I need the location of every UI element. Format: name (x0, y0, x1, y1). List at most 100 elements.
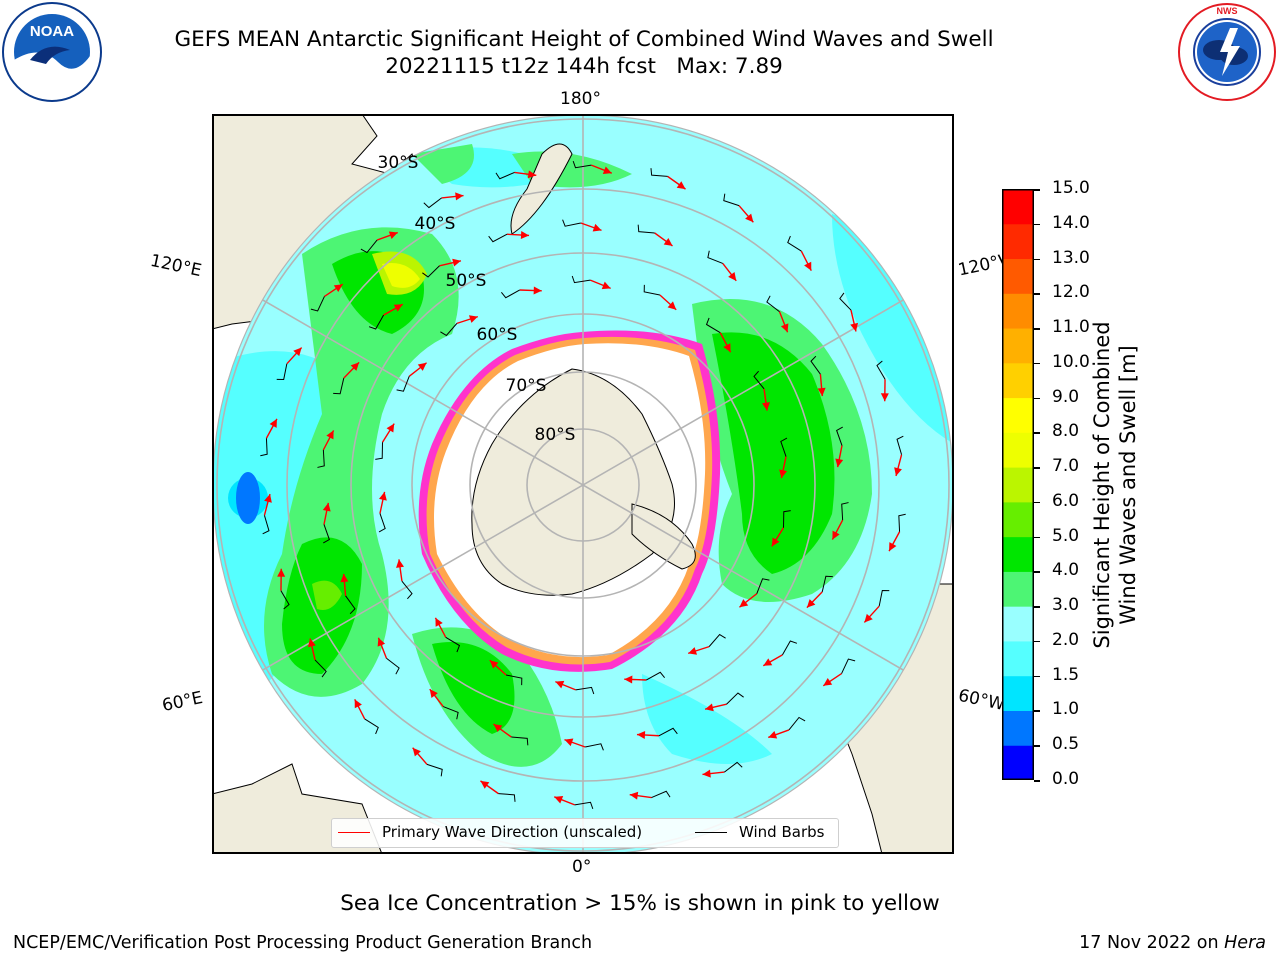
wind-barb (440, 323, 458, 337)
land-antarctic-peninsula (631, 503, 696, 570)
wind-barb (841, 658, 856, 674)
footer-host: Hera (1224, 933, 1266, 953)
wave-arrow-head (804, 261, 812, 271)
colorbar-tick-mark (1034, 571, 1040, 573)
lon-label-0: 0° (572, 857, 592, 877)
colorbar-tick-label: 3.0 (1052, 595, 1080, 616)
wind-barb (488, 233, 508, 243)
wave-arrow-head (702, 769, 711, 778)
wave-arrow-head (333, 284, 343, 292)
wind-barb (651, 790, 671, 799)
wave-arrow-head (429, 689, 438, 698)
wave-arrow-head (705, 703, 714, 712)
wind-barb (787, 235, 802, 252)
svg-text:NWS: NWS (1217, 6, 1238, 16)
wave-arrow-head (763, 658, 773, 666)
colorbar-band (1002, 293, 1034, 329)
land-antarctica (471, 368, 675, 596)
colorbar-tick-label: 5.0 (1052, 525, 1080, 546)
lon-label-120e: 120°E (148, 250, 204, 282)
wave-arrow-head (489, 660, 499, 669)
footer-date-text: 17 Nov 2022 on (1079, 933, 1225, 953)
wind-barb (841, 502, 849, 521)
colorbar-tick-label: 15.0 (1052, 178, 1090, 198)
wave-arrow-head (806, 599, 816, 608)
colorbar-band (1002, 571, 1034, 607)
colorbar-tick-label: 0.5 (1052, 734, 1080, 755)
wind-barb (810, 355, 821, 375)
colorbar-tick-mark (1034, 467, 1040, 469)
wave-arrow-head (468, 315, 478, 323)
colorbar-tick-mark (1034, 710, 1040, 712)
wave-arrow-head (386, 423, 395, 433)
wave-arrow-head (340, 573, 349, 583)
wind-barb (821, 575, 833, 592)
wind-barb (585, 743, 604, 751)
colorbar-tick-mark (1034, 397, 1040, 400)
wind-barb (782, 640, 798, 656)
wind-barb (368, 314, 384, 330)
noaa-logo-text: NOAA (30, 23, 74, 40)
wind-barb (262, 515, 270, 535)
colorbar-band (1002, 640, 1034, 677)
wave-arrow-head (269, 418, 277, 428)
lat-label-80s: 80°S (535, 425, 576, 445)
sea-ice-note: Sea Ice Concentration > 15% is shown in … (340, 891, 940, 916)
lon-label-60w: 60°W (956, 685, 1004, 715)
colorbar-tick-label: 10.0 (1052, 351, 1090, 372)
wind-barb (345, 595, 356, 615)
wind-barb (658, 727, 678, 737)
wave-arrow-head (293, 347, 302, 357)
wind-barb (506, 674, 523, 686)
wave-arrow-head (636, 730, 646, 739)
colorbar-band (1002, 328, 1034, 364)
wind-barb (511, 736, 529, 746)
wave-arrow-head (322, 502, 331, 512)
wave-arrow-head (894, 467, 902, 476)
wave-arrow-head (277, 568, 286, 577)
wave-arrow-head (527, 170, 537, 179)
colorbar-tick-label: 4.0 (1052, 560, 1080, 581)
wave-arrow-head (354, 699, 362, 709)
wave-arrow-head (835, 458, 844, 468)
noaa-logo: NOAA (2, 2, 102, 102)
wave-arrow-head (396, 559, 404, 568)
colorbar-tick-label: 1.0 (1052, 699, 1080, 720)
wave-arrow-head (493, 724, 503, 733)
colorbar-tick-label: 6.0 (1052, 490, 1080, 511)
wave-arrow-head (676, 181, 686, 190)
lat-label-60s: 60°S (477, 325, 518, 345)
wind-barb (276, 363, 288, 381)
legend-wave-line (338, 832, 370, 833)
wave-arrow-head (601, 281, 611, 290)
wave-arrow-head (624, 675, 633, 684)
colorbar-tick-label: 8.0 (1052, 421, 1080, 442)
wind-barb (839, 292, 852, 311)
colorbar-band (1002, 536, 1034, 572)
colorbar-tick-label: 12.0 (1052, 282, 1090, 303)
wind-barb (782, 510, 791, 528)
wave-arrow-head (555, 680, 565, 689)
colorbar-tick-mark (1034, 189, 1040, 191)
wind-barb (333, 378, 345, 395)
colorbar-tick-label: 1.5 (1052, 664, 1080, 685)
footer-date: 17 Nov 2022 on Hera (1079, 933, 1266, 953)
colorbar-band (1002, 745, 1034, 780)
wave-arrow-head (377, 637, 386, 647)
colorbar-tick-mark (1034, 536, 1040, 539)
wind-barb (780, 437, 788, 457)
wind-barb (708, 633, 726, 647)
wind-barb (707, 250, 723, 264)
wind-barb (423, 197, 442, 209)
legend-wind-line (695, 832, 727, 833)
wind-barb (705, 317, 721, 334)
wind-barb (898, 513, 906, 532)
land-new-zealand (510, 143, 573, 235)
wind-barb (643, 284, 660, 296)
colorbar (1002, 189, 1034, 780)
wave-arrow-head (412, 747, 421, 757)
colorbar-tick-mark (1034, 223, 1040, 226)
wind-barb (422, 265, 440, 278)
wind-barb (575, 686, 595, 695)
colorbar-tick-label: 0.0 (1052, 769, 1080, 789)
